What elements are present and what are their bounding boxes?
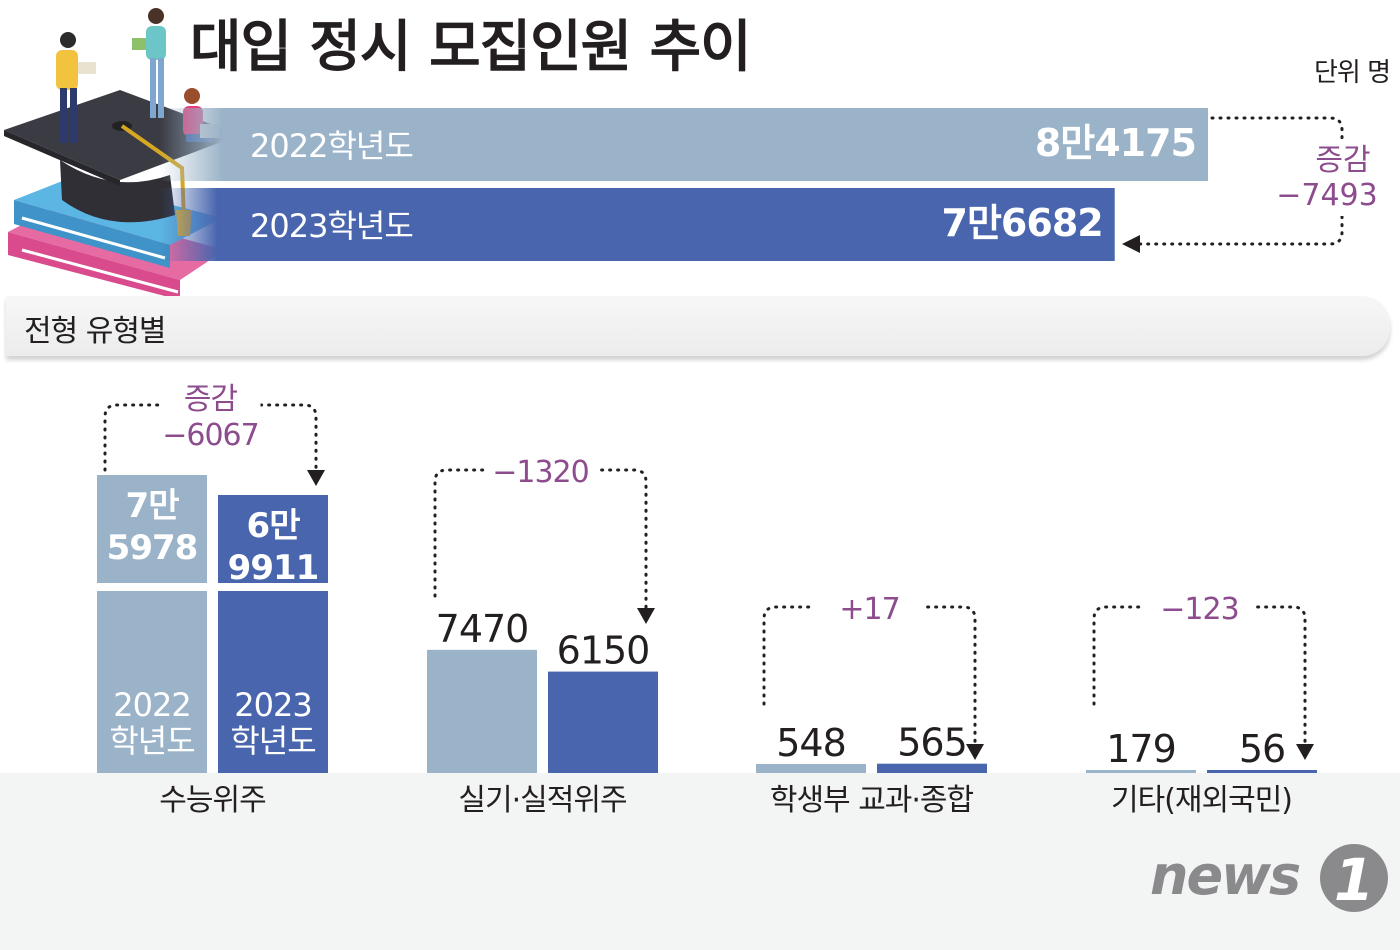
- value-label-1-1: 6150: [557, 629, 650, 673]
- value-label-0-0: 7만: [126, 486, 180, 526]
- change-connector-2: [762, 605, 977, 746]
- unit-label: 단위 명: [1313, 58, 1391, 88]
- arrowhead-icon: [307, 470, 325, 486]
- change-connector-3: [1092, 605, 1307, 746]
- bar-3-0: [1086, 770, 1196, 773]
- bar-caption-year-1: 2023: [234, 686, 311, 724]
- value-label-2023: 7만6682: [942, 201, 1103, 245]
- value-label-0-0-b: 5978: [107, 528, 198, 568]
- value-label-2022: 8만4175: [1035, 121, 1196, 165]
- bar-caption-unit-0: 학년도: [109, 722, 194, 760]
- bar-total-2022: [160, 108, 1208, 181]
- bar-1-0: [427, 649, 537, 773]
- change-caption-0: 증감: [184, 382, 238, 417]
- change-value-0: −6067: [162, 418, 258, 453]
- change-label-bg-1: [484, 448, 597, 488]
- bar-1-1: [548, 671, 658, 773]
- category-label-1: 실기·실적위주: [458, 783, 626, 818]
- category-label-2022: 2022학년도: [250, 127, 413, 165]
- value-label-2-0: 548: [776, 721, 846, 765]
- change-connector-0: [103, 403, 318, 472]
- change-value-1: −1320: [492, 455, 588, 490]
- change-value-3: −123: [1160, 592, 1238, 627]
- category-label-2: 학생부 교과·종합: [770, 783, 974, 818]
- value-label-2-1: 565: [897, 721, 967, 765]
- arrowhead-icon: [966, 744, 984, 760]
- value-label-0-1-b: 9911: [228, 548, 319, 588]
- change-value-total: −7493: [1276, 178, 1377, 213]
- bar-total-2023: [160, 188, 1115, 261]
- change-connector-1: [433, 468, 648, 610]
- value-label-1-0: 7470: [436, 607, 529, 651]
- section-label: 전형 유형별: [24, 314, 167, 349]
- brand-wordmark: news: [1150, 844, 1300, 907]
- category-label-3: 기타(재외국민): [1111, 783, 1292, 818]
- section-header: 전형 유형별: [6, 296, 1390, 356]
- bar-caption-unit-1: 학년도: [230, 722, 315, 760]
- category-label-2023: 2023학년도: [250, 207, 413, 245]
- change-caption-total: 증감: [1315, 143, 1370, 178]
- bar-3-1: [1207, 770, 1317, 773]
- change-value-2: +17: [839, 592, 899, 627]
- axis-break-1: [218, 583, 328, 591]
- value-label-3-0: 179: [1106, 727, 1176, 771]
- change-label-bg-2: [813, 585, 926, 625]
- chart-floor: [0, 773, 1400, 950]
- arrowhead-icon: [1122, 235, 1140, 253]
- arrowhead-icon: [1296, 744, 1314, 760]
- bar-caption-year-0: 2022: [113, 686, 190, 724]
- axis-break-0: [97, 583, 207, 591]
- bar-2-0: [756, 763, 866, 773]
- svg-text:1: 1: [1334, 846, 1374, 914]
- chart-title: 대입 정시 모집인원 추이: [190, 15, 752, 80]
- value-label-3-1: 56: [1239, 727, 1285, 771]
- change-label-bg-0: [160, 375, 261, 449]
- bar-0-0: [97, 475, 207, 773]
- value-label-0-1: 6만: [247, 506, 301, 546]
- bar-2-1: [877, 763, 987, 773]
- bar-0-1: [218, 495, 328, 773]
- change-label-bg-3: [1143, 585, 1256, 625]
- top-bar-chart: 2022학년도 2023학년도 8만4175 7만6682 증감 −7493: [160, 108, 1380, 261]
- category-label-0: 수능위주: [159, 783, 265, 818]
- arrowhead-icon: [637, 608, 655, 624]
- news1-logo: news 1: [1150, 844, 1388, 914]
